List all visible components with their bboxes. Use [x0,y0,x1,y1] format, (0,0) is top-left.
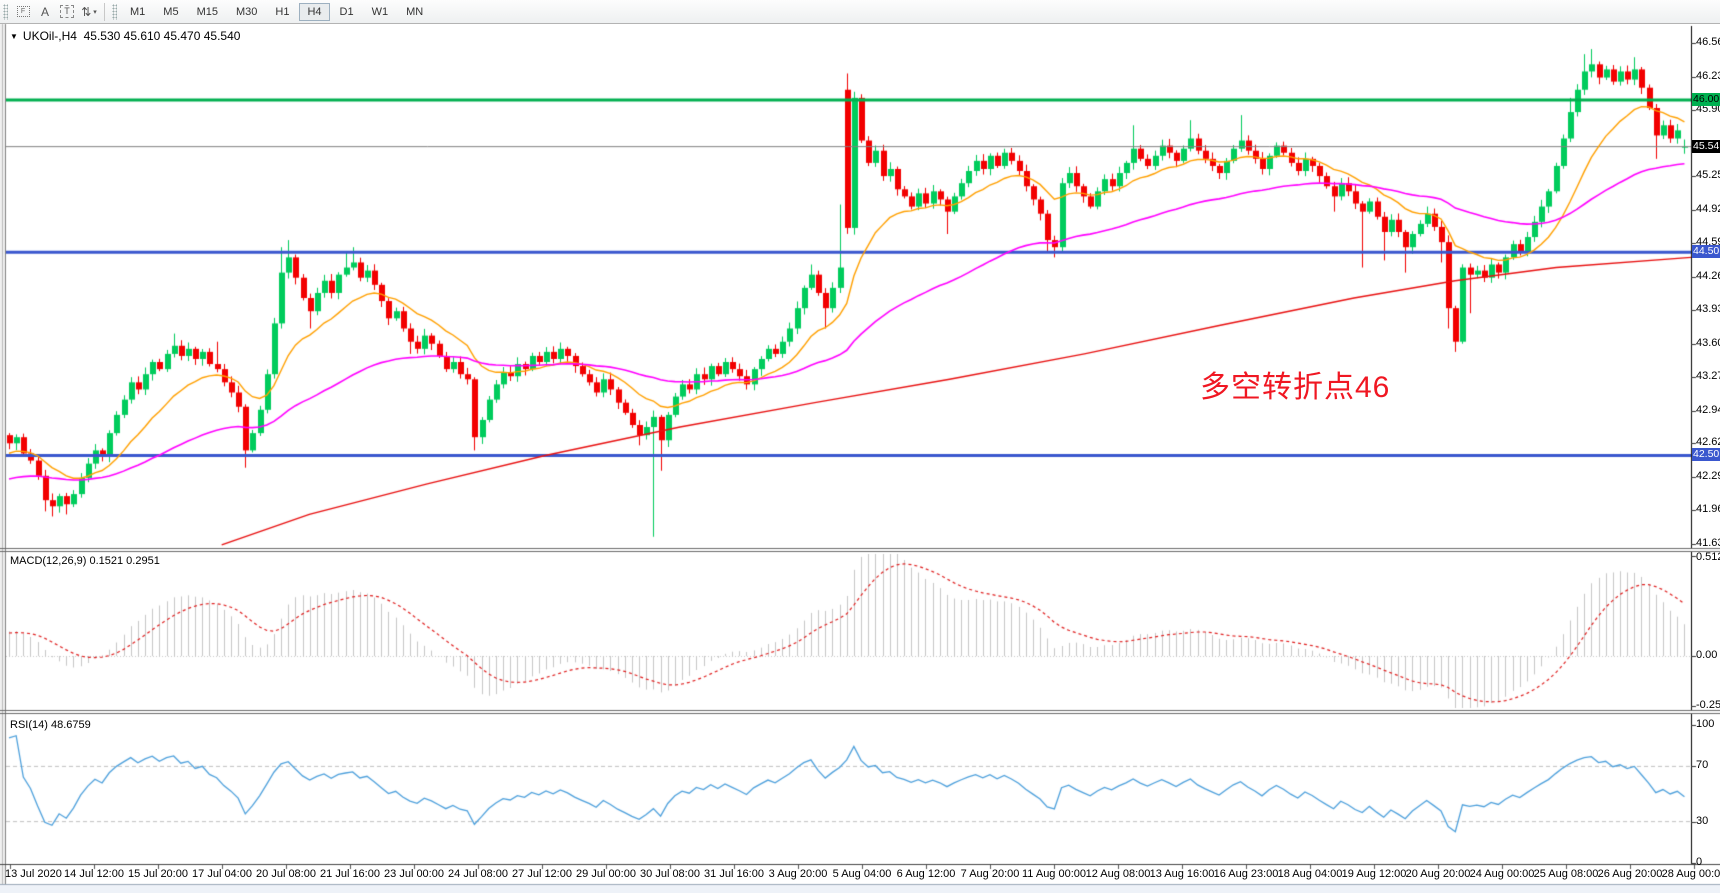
time-axis-label: 12 Aug 08:00 [1085,868,1151,880]
price-axis-label: 44.92 [1696,203,1720,215]
time-axis-label: 27 Jul 12:00 [512,868,572,880]
time-axis-label: 21 Jul 16:00 [320,868,380,880]
price-badge: 44.50 [1692,245,1720,258]
time-axis-label: 17 Jul 04:00 [192,868,252,880]
chevron-down-icon[interactable]: ▼ [10,32,18,41]
time-axis-label: 20 Aug 20:00 [1405,868,1471,880]
time-axis-label: 24 Jul 08:00 [448,868,508,880]
chart-foreground-icon[interactable]: F [13,3,33,20]
time-axis-label: 3 Aug 20:00 [768,868,828,880]
text-letter-icon[interactable]: A [40,4,49,19]
time-axis-label: 11 Aug 00:00 [1021,868,1087,880]
dropdown-caret-icon: ▾ [93,8,97,16]
drawing-tools-group: F A T ⇅ ▾ [12,3,100,20]
macd-axis-label: 0.00 [1696,649,1718,661]
price-axis-label: 45.90 [1696,103,1720,115]
timeframe-button-MN[interactable]: MN [406,5,424,18]
macd-indicator-label: MACD(12,26,9) 0.1521 0.2951 [10,555,160,567]
time-axis-label: 18 Aug 04:00 [1277,868,1343,880]
timeframe-buttons-group: M1 M5 M15 M30 H1 H4 D1 W1 MN [121,2,432,21]
time-axis-label: 26 Aug 20:00 [1597,868,1663,880]
time-axis-label: 13 Aug 16:00 [1149,868,1215,880]
chart-toolbar: F A T ⇅ ▾ M1 M5 M15 M30 H1 H4 D1 W1 MN [0,0,1720,24]
time-axis-label: 6 Aug 12:00 [896,868,956,880]
macd-axis-label: 0.5123 [1696,551,1720,563]
rsi-axis-label: 30 [1696,815,1709,827]
time-axis-label: 13 Jul 2020 [5,868,62,880]
price-axis-label: 42.94 [1696,404,1720,416]
price-axis-label: 43.27 [1696,370,1720,382]
time-axis-label: 19 Aug 12:00 [1341,868,1407,880]
timeframe-button-M1[interactable]: M1 [130,5,146,18]
symbol-name: UKOil-,H4 [22,29,77,43]
toolbar-drag-handle[interactable] [3,3,8,20]
price-axis-label: 43.60 [1696,337,1720,349]
time-axis-label: 25 Aug 08:00 [1533,868,1599,880]
time-axis-label: 16 Aug 23:00 [1213,868,1279,880]
chart-text-annotation[interactable]: 多空转折点46 [1200,371,1391,404]
time-axis-label: 14 Jul 12:00 [64,868,124,880]
time-axis-label: 28 Aug 00:00 [1661,868,1720,880]
timeframe-button-M30[interactable]: M30 [235,5,258,18]
time-axis-label: 20 Jul 08:00 [256,868,316,880]
time-axis-label: 31 Jul 16:00 [704,868,764,880]
rsi-axis-label: 100 [1696,718,1715,730]
toolbar-separator [104,2,105,21]
price-axis-label: 42.29 [1696,470,1720,482]
timeframe-button-W1[interactable]: W1 [371,5,389,18]
timeframe-button-M15[interactable]: M15 [196,5,218,18]
timeframe-button-M5[interactable]: M5 [163,5,179,18]
time-axis-label: 30 Jul 08:00 [640,868,700,880]
price-axis-label: 42.62 [1696,436,1720,448]
price-axis-label: 46.23 [1696,70,1720,82]
rsi-indicator-label: RSI(14) 48.6759 [10,719,91,731]
timeframe-button-H1[interactable]: H1 [275,5,290,18]
price-axis-label: 43.93 [1696,303,1720,315]
price-axis-label: 46.56 [1696,36,1720,48]
price-badge: 45.54 [1692,140,1720,153]
time-axis-label: 24 Aug 00:00 [1469,868,1535,880]
price-axis-label: 41.96 [1696,503,1720,515]
timeframe-button-H4[interactable]: H4 [299,2,330,21]
ohlc-values: 45.530 45.610 45.470 45.540 [83,29,241,43]
time-axis-label: 7 Aug 20:00 [960,868,1020,880]
objects-arrange-icon[interactable]: ⇅ ▾ [81,4,97,19]
price-axis-label: 44.26 [1696,270,1720,282]
price-axis-label: 41.63 [1696,537,1720,549]
macd-axis-label: -0.257 [1696,699,1720,711]
text-label-icon[interactable]: T [57,3,77,20]
timeframe-button-D1[interactable]: D1 [339,5,354,18]
chart-title: ▼ UKOil-,H4 45.530 45.610 45.470 45.540 [10,29,240,43]
time-axis-label: 29 Jul 00:00 [576,868,636,880]
price-axis-label: 45.25 [1696,169,1720,181]
time-axis-label: 5 Aug 04:00 [832,868,892,880]
price-badge: 42.50 [1692,448,1720,461]
rsi-axis-label: 70 [1696,759,1709,771]
time-axis-label: 15 Jul 20:00 [128,868,188,880]
rsi-axis-label: 0 [1696,856,1703,868]
price-badge: 46.00 [1692,93,1720,106]
time-axis-label: 23 Jul 00:00 [384,868,444,880]
toolbar-drag-handle-2[interactable] [112,3,117,20]
